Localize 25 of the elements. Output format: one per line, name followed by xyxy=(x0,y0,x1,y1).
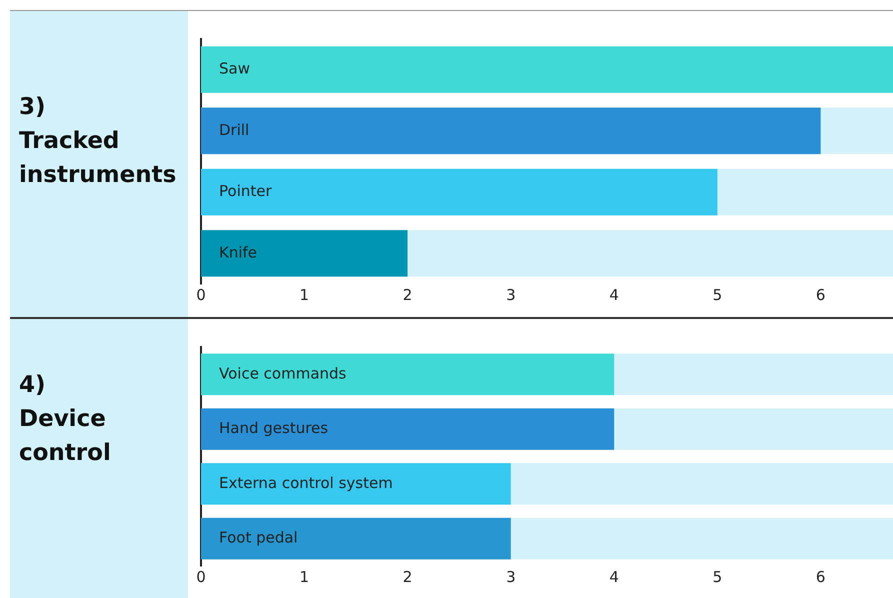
y-tick-label: Hand gestures xyxy=(219,419,328,438)
y-tick-label: Foot pedal xyxy=(219,528,298,547)
x-tick-label: 2 xyxy=(402,286,412,304)
y-tick-label: Knife xyxy=(219,243,258,262)
y-tick-label: Voice commands xyxy=(219,364,347,382)
x-tick-label: 5 xyxy=(712,568,722,586)
text: 3) Tracked instruments xyxy=(19,93,178,190)
x-tick-label: 3 xyxy=(506,286,516,304)
y-tick-label: Saw xyxy=(219,60,250,78)
x-tick-label: 0 xyxy=(196,568,206,586)
x-tick-label: 2 xyxy=(402,568,412,586)
x-tick-label: 1 xyxy=(300,568,310,586)
x-tick-label: 4 xyxy=(609,286,619,304)
y-tick-label: Drill xyxy=(219,120,250,139)
x-tick-label: 1 xyxy=(300,286,310,304)
y-tick-label: Pointer xyxy=(219,182,272,200)
x-tick-label: 0 xyxy=(196,286,206,304)
text: 4) Device control xyxy=(19,371,112,468)
x-tick-label: 6 xyxy=(816,286,826,304)
x-tick-label: 6 xyxy=(816,568,826,586)
bar xyxy=(201,230,408,277)
x-tick-label: 4 xyxy=(609,568,619,586)
x-tick-label: 3 xyxy=(506,568,516,586)
x-tick-label: 5 xyxy=(712,286,722,304)
y-tick-label: Externa control system xyxy=(219,474,393,492)
